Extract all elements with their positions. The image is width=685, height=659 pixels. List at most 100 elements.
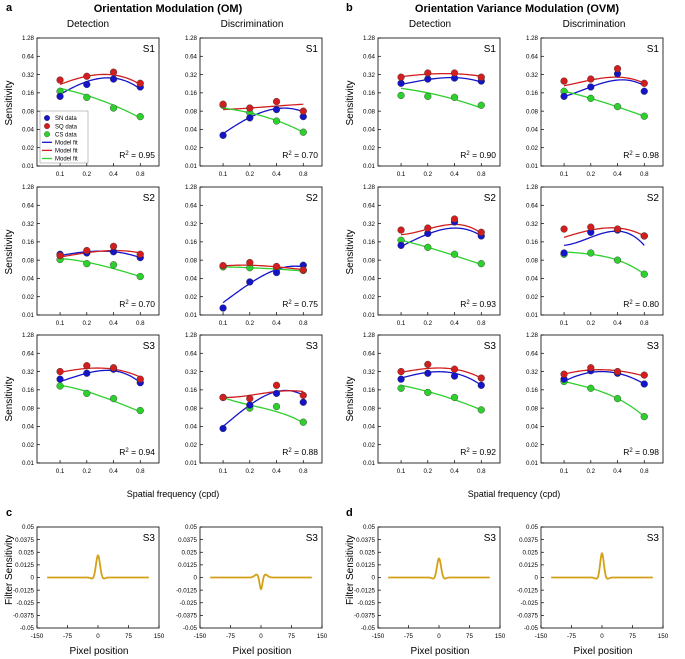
y-tick-label: -0.025 [520,600,538,607]
legend-label: Model fit [55,157,78,163]
r-superscript: 2 [288,300,292,306]
y-tick-label: 0.01 [22,163,35,170]
filter-chart-OVM-Det-filter: -0.05 -0.0375 -0.025 -0.0125 0 0.0125 0.025 0.0… [354,524,506,640]
r-label: R [282,150,288,160]
y-tick-label: 0.16 [22,90,35,97]
data-point-cs [83,93,91,101]
ylabel-ovm-s1: Sensitivity [345,80,356,125]
y-tick-label: 0.16 [22,239,35,246]
y-tick-label: 0.02 [22,442,35,449]
y-tick-label: 0.02 [22,145,35,152]
y-tick-label: 0.04 [526,424,539,431]
x-tick-label: 0.1 [219,171,228,178]
y-tick-label: 0.05 [22,524,35,531]
y-tick-label: 0.16 [22,387,35,394]
data-point-sn [272,389,281,397]
y-tick-label: 0.16 [363,387,376,394]
data-point-sq [424,69,432,77]
xlabel-om-spatial: Spatial frequency (cpd) [127,489,220,499]
data-point-sq [246,258,254,267]
y-tick-label: 0.01 [185,163,198,170]
r-value: = 0.80 [633,299,660,309]
filter-curve [551,551,653,580]
model-fit-sq [563,76,645,87]
y-tick-label: 0.64 [526,202,539,209]
r-squared-label: R2 = 0.88 [282,447,318,457]
plot-frame [199,186,323,316]
model-fit-sn [400,371,482,386]
data-point-cs [640,413,648,421]
sensitivity-chart-OVM-Dis-S3: 0.01 0.02 0.04 0.08 0.16 0.32 0.64 1.28 0.1 0.2 0.… [526,332,664,475]
sensitivity-chart-OM-Det-S2: 0.01 0.02 0.04 0.08 0.16 0.32 0.64 1.28 0.1 0.2 0.… [22,184,160,327]
y-tick-label: 0.64 [363,350,376,357]
y-tick-label: -0.05 [361,625,376,632]
data-point-sq [640,371,648,379]
y-tick-label: 0.01 [363,163,376,170]
model-fit-cs [222,107,304,133]
x-tick-label: 150 [317,633,328,640]
x-tick-label: 0.8 [299,468,308,475]
subject-label: S1 [143,44,156,55]
subject-label: S3 [306,533,319,544]
x-tick-label: -150 [31,633,44,640]
model-fit-sq [400,72,482,78]
data-point-sn [246,114,254,122]
y-tick-label: 0.04 [363,276,376,283]
y-tick-label: 1.28 [185,184,198,191]
y-tick-label: 0.04 [22,424,35,431]
data-point-cs [109,261,118,269]
data-point-cs [424,388,432,397]
r-squared-label: R2 = 0.98 [623,150,659,160]
x-tick-label: 0.8 [640,320,649,327]
filter-chart-OVM-Dis-filter: -0.05 -0.0375 -0.025 -0.0125 0 0.0125 0.025 0.0… [517,524,669,640]
y-tick-label: 0.64 [22,53,35,60]
data-point-sn [560,92,568,100]
r-squared-label: R2 = 0.94 [119,447,155,457]
data-point-sq [640,79,648,87]
r-value: = 0.94 [129,447,156,457]
x-tick-label: 0.4 [272,468,281,475]
r-label: R [119,299,125,309]
model-fit-sq [59,367,141,378]
plot-frame [540,186,664,316]
plot-frame [36,334,160,464]
data-point-cs [109,104,118,112]
x-tick-label: 150 [495,633,506,640]
y-tick-label: 0.02 [22,294,35,301]
sensitivity-chart-OM-Dis-S1: 0.01 0.02 0.04 0.08 0.16 0.32 0.64 1.28 0.1 0.2 0.… [185,35,323,178]
panel-letter-c: c [6,507,12,519]
r-value: = 0.90 [470,150,497,160]
y-tick-label: -0.0375 [354,613,376,620]
y-tick-label: 0.01 [363,312,376,319]
x-tick-label: 0.1 [560,171,569,178]
data-point-sq [587,75,595,83]
plots-layer: 0.01 0.02 0.04 0.08 0.16 0.32 0.64 1.28 0.1 0.2 0.… [13,35,669,640]
y-tick-label: 0.08 [363,405,376,412]
x-tick-label: 75 [629,633,636,640]
data-point-sq [272,97,281,106]
data-point-sq [450,69,459,77]
x-tick-label: 0.8 [640,171,649,178]
y-tick-label: -0.025 [16,600,34,607]
legend-label: Model fit [55,141,78,147]
data-point-sq [397,73,405,81]
y-tick-label: 0.025 [182,549,198,556]
r-value: = 0.98 [633,150,660,160]
data-point-cs [424,92,432,100]
data-point-sq [560,77,568,85]
data-point-sq [219,393,227,402]
y-tick-label: 0.32 [363,369,376,376]
y-tick-label: 0.08 [22,108,35,115]
data-point-sn [109,75,118,83]
r-label: R [282,299,288,309]
xlabel-ovm-spatial: Spatial frequency (cpd) [468,489,561,499]
data-point-sq [136,79,144,87]
sensitivity-chart-OVM-Det-S2: 0.01 0.02 0.04 0.08 0.16 0.32 0.64 1.28 0.1 0.2 0.… [363,184,501,327]
data-point-sn [299,398,307,406]
subject-label: S1 [306,44,319,55]
subject-label: S2 [306,193,319,204]
y-tick-label: 0.025 [19,549,35,556]
data-point-cs [109,394,118,403]
model-fit-sn [59,369,141,384]
xlabel-filter-om-dis: Pixel position [233,646,292,657]
